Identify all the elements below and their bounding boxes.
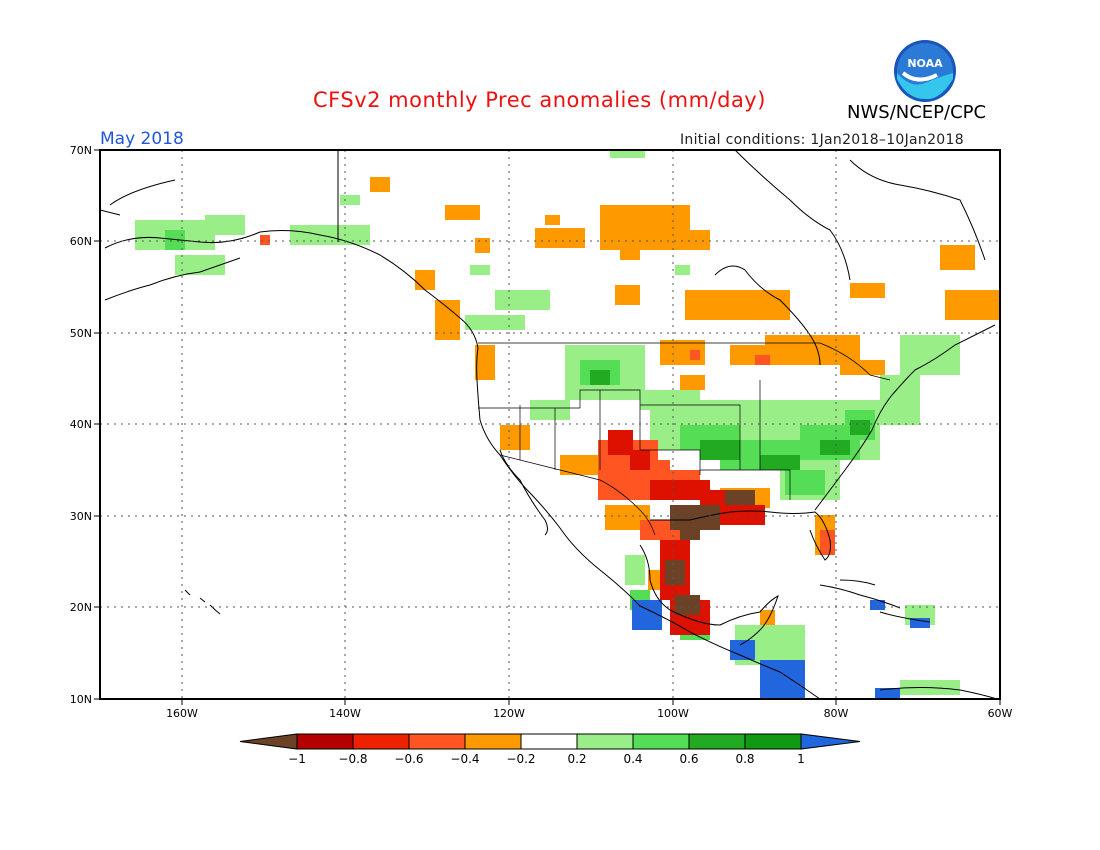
lat-label: 30N bbox=[70, 510, 92, 523]
agency-label: NWS/NCEP/CPC bbox=[847, 102, 987, 123]
map-title: CFSv2 monthly Prec anomalies (mm/day) bbox=[313, 88, 766, 112]
lat-label: 50N bbox=[70, 327, 92, 340]
colorbar-tick-label: 1 bbox=[797, 752, 805, 766]
lat-label: 40N bbox=[70, 418, 92, 431]
colorbar-segment bbox=[352, 733, 410, 750]
colorbar-tick-label: −0.2 bbox=[506, 752, 536, 766]
colorbar-segment bbox=[464, 733, 522, 750]
political-borders bbox=[478, 342, 891, 536]
colorbar-segment bbox=[632, 733, 690, 750]
colorbar-segment bbox=[688, 733, 746, 750]
forecast-period: May 2018 bbox=[100, 129, 184, 149]
lon-label: 80W bbox=[824, 707, 849, 720]
graticule bbox=[100, 150, 1000, 699]
colorbar-tick-label: −0.6 bbox=[394, 752, 424, 766]
noaa-logo-icon: NOAA bbox=[894, 40, 956, 102]
lon-label: 160W bbox=[166, 707, 198, 720]
colorbar bbox=[239, 733, 861, 750]
lon-label: 100W bbox=[657, 707, 689, 720]
colorbar-tick-label: 0.4 bbox=[623, 752, 643, 766]
lat-label: 70N bbox=[70, 144, 92, 157]
lat-label: 10N bbox=[70, 693, 92, 706]
colorbar-segment bbox=[576, 733, 634, 750]
colorbar-segment bbox=[239, 733, 298, 750]
logo-text: NOAA bbox=[907, 57, 943, 70]
colorbar-tick-label: −0.8 bbox=[338, 752, 368, 766]
colorbar-segment bbox=[520, 733, 578, 750]
colorbar-tick-label: −0.4 bbox=[450, 752, 480, 766]
colorbar-segment bbox=[296, 733, 354, 750]
colorbar-tick-label: −1 bbox=[288, 752, 306, 766]
colorbar-tick-label: 0.8 bbox=[735, 752, 755, 766]
colorbar-segment bbox=[800, 733, 861, 750]
lat-label: 60N bbox=[70, 235, 92, 248]
colorbar-tick-label: 0.6 bbox=[679, 752, 699, 766]
lat-label: 20N bbox=[70, 601, 92, 614]
anomaly-shading bbox=[135, 150, 1000, 699]
lon-label: 140W bbox=[329, 707, 361, 720]
colorbar-tick-label: 0.2 bbox=[567, 752, 587, 766]
coastlines bbox=[100, 150, 999, 699]
initial-conditions: Initial conditions: 1Jan2018–10Jan2018 bbox=[680, 132, 964, 148]
colorbar-segment bbox=[408, 733, 466, 750]
colorbar-segment bbox=[744, 733, 802, 750]
lon-label: 120W bbox=[493, 707, 525, 720]
lon-label: 60W bbox=[988, 707, 1013, 720]
